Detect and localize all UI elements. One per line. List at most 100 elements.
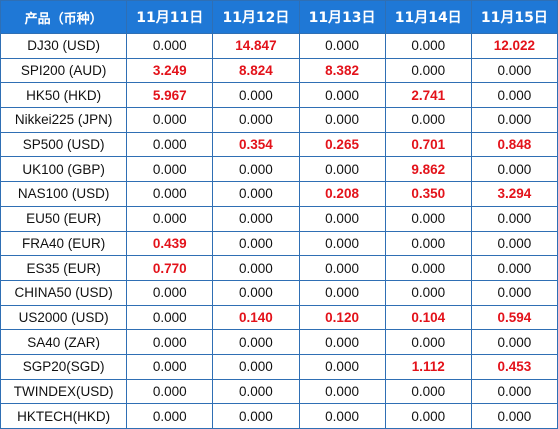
value-cell: 0.701 bbox=[384, 131, 472, 158]
table-row: TWINDEX(USD) 0.000 0.000 0.000 0.000 0.000 bbox=[0, 378, 558, 405]
table-row: DJ30 (USD) 0.000 14.847 0.000 0.000 12.022 bbox=[0, 33, 558, 59]
value-cell: 0.000 bbox=[126, 403, 214, 429]
value-cell: 2.741 bbox=[384, 82, 472, 109]
table-row: CHINA50 (USD) 0.000 0.000 0.000 0.000 0.000 bbox=[0, 279, 558, 306]
value-cell: 0.000 bbox=[212, 107, 300, 133]
value-cell: 0.000 bbox=[384, 279, 472, 306]
table-row: SGP20(SGD) 0.000 0.000 0.000 1.112 0.453 bbox=[0, 353, 558, 380]
value-cell: 14.847 bbox=[212, 33, 300, 59]
product-name-cell: Nikkei225 (JPN) bbox=[0, 107, 128, 133]
value-cell: 0.000 bbox=[470, 378, 558, 405]
product-name-cell: SPI200 (AUD) bbox=[0, 57, 128, 84]
value-cell: 0.000 bbox=[126, 107, 214, 133]
product-name-cell: SA40 (ZAR) bbox=[0, 329, 128, 355]
value-cell: 0.140 bbox=[212, 304, 300, 331]
value-cell: 0.000 bbox=[470, 279, 558, 306]
value-cell: 0.594 bbox=[470, 304, 558, 331]
table-row: HK50 (HKD) 5.967 0.000 0.000 2.741 0.000 bbox=[0, 82, 558, 109]
value-cell: 0.000 bbox=[470, 329, 558, 355]
value-cell: 0.000 bbox=[126, 156, 214, 183]
value-cell: 0.848 bbox=[470, 131, 558, 158]
value-cell: 0.000 bbox=[212, 378, 300, 405]
header-row: 产品（币种） 11月11日 11月12日 11月13日 11月14日 11月15… bbox=[0, 0, 558, 34]
value-cell: 0.120 bbox=[298, 304, 386, 331]
value-cell: 0.000 bbox=[384, 57, 472, 84]
value-cell: 1.112 bbox=[384, 353, 472, 380]
product-name-cell: DJ30 (USD) bbox=[0, 33, 128, 59]
value-cell: 0.000 bbox=[384, 403, 472, 429]
value-cell: 0.000 bbox=[470, 403, 558, 429]
value-cell: 0.104 bbox=[384, 304, 472, 331]
value-cell: 0.000 bbox=[298, 329, 386, 355]
table-row: ES35 (EUR) 0.770 0.000 0.000 0.000 0.000 bbox=[0, 255, 558, 281]
table-row: SPI200 (AUD) 3.249 8.824 8.382 0.000 0.000 bbox=[0, 57, 558, 84]
product-name-cell: SP500 (USD) bbox=[0, 131, 128, 158]
value-cell: 0.000 bbox=[212, 403, 300, 429]
value-cell: 0.000 bbox=[384, 205, 472, 232]
value-cell: 0.000 bbox=[212, 279, 300, 306]
value-cell: 0.000 bbox=[298, 230, 386, 257]
table-row: UK100 (GBP) 0.000 0.000 0.000 9.862 0.000 bbox=[0, 156, 558, 183]
value-cell: 0.000 bbox=[126, 279, 214, 306]
value-cell: 0.439 bbox=[126, 230, 214, 257]
value-cell: 0.000 bbox=[470, 82, 558, 109]
value-cell: 0.000 bbox=[384, 33, 472, 59]
value-cell: 0.000 bbox=[384, 329, 472, 355]
table-row: HKTECH(HKD) 0.000 0.000 0.000 0.000 0.000 bbox=[0, 403, 558, 429]
value-cell: 8.824 bbox=[212, 57, 300, 84]
value-cell: 0.265 bbox=[298, 131, 386, 158]
value-cell: 0.000 bbox=[212, 82, 300, 109]
value-cell: 0.000 bbox=[126, 329, 214, 355]
value-cell: 0.000 bbox=[298, 82, 386, 109]
table-row: US2000 (USD) 0.000 0.140 0.120 0.104 0.594 bbox=[0, 304, 558, 331]
value-cell: 0.000 bbox=[212, 156, 300, 183]
value-cell: 0.000 bbox=[384, 230, 472, 257]
value-cell: 0.000 bbox=[384, 107, 472, 133]
header-date: 11月12日 bbox=[212, 0, 300, 34]
value-cell: 0.000 bbox=[126, 131, 214, 158]
value-cell: 0.000 bbox=[212, 230, 300, 257]
product-name-cell: US2000 (USD) bbox=[0, 304, 128, 331]
value-cell: 0.000 bbox=[298, 107, 386, 133]
value-cell: 0.000 bbox=[126, 353, 214, 380]
value-cell: 3.249 bbox=[126, 57, 214, 84]
value-cell: 0.000 bbox=[298, 378, 386, 405]
value-cell: 0.000 bbox=[298, 33, 386, 59]
header-product: 产品（币种） bbox=[0, 0, 128, 34]
value-cell: 3.294 bbox=[470, 181, 558, 207]
value-cell: 0.000 bbox=[298, 403, 386, 429]
header-date: 11月15日 bbox=[470, 0, 558, 34]
value-cell: 0.208 bbox=[298, 181, 386, 207]
product-name-cell: SGP20(SGD) bbox=[0, 353, 128, 380]
value-cell: 0.000 bbox=[126, 181, 214, 207]
value-cell: 0.000 bbox=[126, 33, 214, 59]
value-cell: 0.000 bbox=[470, 57, 558, 84]
value-cell: 0.000 bbox=[298, 279, 386, 306]
product-name-cell: NAS100 (USD) bbox=[0, 181, 128, 207]
value-cell: 0.000 bbox=[470, 205, 558, 232]
value-cell: 0.453 bbox=[470, 353, 558, 380]
product-name-cell: EU50 (EUR) bbox=[0, 205, 128, 232]
value-cell: 0.000 bbox=[126, 205, 214, 232]
table-row: SA40 (ZAR) 0.000 0.000 0.000 0.000 0.000 bbox=[0, 329, 558, 355]
value-cell: 0.000 bbox=[470, 230, 558, 257]
product-name-cell: FRA40 (EUR) bbox=[0, 230, 128, 257]
table-row: NAS100 (USD) 0.000 0.000 0.208 0.350 3.294 bbox=[0, 181, 558, 207]
value-cell: 0.000 bbox=[298, 156, 386, 183]
value-cell: 0.354 bbox=[212, 131, 300, 158]
value-cell: 0.000 bbox=[126, 304, 214, 331]
value-cell: 12.022 bbox=[470, 33, 558, 59]
value-cell: 0.770 bbox=[126, 255, 214, 281]
header-date: 11月14日 bbox=[384, 0, 472, 34]
value-cell: 9.862 bbox=[384, 156, 472, 183]
value-cell: 0.000 bbox=[212, 181, 300, 207]
table-row: FRA40 (EUR) 0.439 0.000 0.000 0.000 0.000 bbox=[0, 230, 558, 257]
table-row: EU50 (EUR) 0.000 0.000 0.000 0.000 0.000 bbox=[0, 205, 558, 232]
value-cell: 0.000 bbox=[470, 107, 558, 133]
value-cell: 0.000 bbox=[212, 255, 300, 281]
value-cell: 0.000 bbox=[212, 205, 300, 232]
value-cell: 0.350 bbox=[384, 181, 472, 207]
value-cell: 0.000 bbox=[298, 205, 386, 232]
value-cell: 0.000 bbox=[470, 156, 558, 183]
product-name-cell: TWINDEX(USD) bbox=[0, 378, 128, 405]
